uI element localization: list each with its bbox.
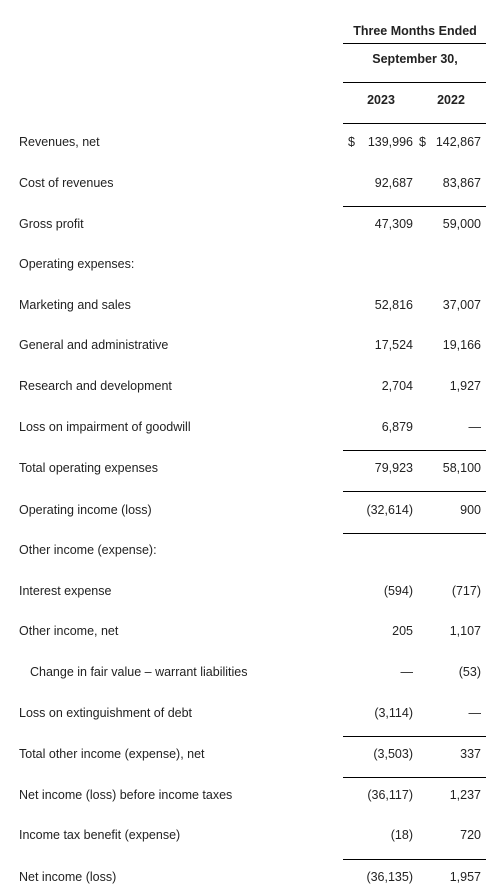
row-label: General and administrative	[19, 338, 169, 352]
row-label: Marketing and sales	[19, 298, 131, 312]
value-2023: (3,114)	[374, 706, 413, 720]
value-2023: 205	[392, 624, 413, 638]
currency-symbol: $	[348, 135, 355, 149]
value-2022: 1,237	[449, 788, 481, 802]
row-label: Interest expense	[19, 584, 112, 598]
value-2022: 900	[460, 503, 481, 517]
subtotal-rule	[343, 206, 486, 207]
value-2022: (717)	[451, 584, 481, 598]
row-label: Cost of revenues	[19, 176, 114, 190]
header-divider	[343, 123, 486, 124]
header-divider	[343, 43, 486, 44]
value-2023: (32,614)	[366, 503, 413, 517]
row-label: Operating income (loss)	[19, 503, 152, 517]
value-2022: 720	[460, 828, 481, 842]
value-2022: 59,000	[442, 217, 481, 231]
value-2022: 19,166	[442, 338, 481, 352]
subtotal-rule	[343, 533, 486, 534]
row-label: Income tax benefit (expense)	[19, 828, 181, 842]
value-2023: (36,117)	[367, 788, 413, 802]
row-label: Net income (loss)	[19, 870, 117, 884]
value-2023: (3,503)	[373, 747, 413, 761]
column-header-2023: 2023	[367, 93, 395, 107]
period-header-line2: September 30,	[372, 52, 458, 66]
row-label: Revenues, net	[19, 135, 100, 149]
header-divider	[343, 82, 486, 83]
row-label: Total operating expenses	[19, 461, 158, 475]
row-label: Change in fair value – warrant liabiliti…	[30, 665, 248, 679]
value-2023: (36,135)	[366, 870, 413, 884]
value-2023: 6,879	[381, 420, 413, 434]
value-2023: 2,704	[381, 379, 413, 393]
value-2022: —	[468, 706, 482, 720]
value-2022: 142,867	[435, 135, 481, 149]
row-label: Gross profit	[19, 217, 84, 231]
row-label: Other income, net	[19, 624, 119, 638]
currency-symbol: $	[419, 135, 426, 149]
subtotal-rule	[343, 450, 486, 451]
value-2023: 79,923	[374, 461, 413, 475]
subtotal-rule	[343, 736, 486, 737]
row-label: Loss on extinguishment of debt	[19, 706, 193, 720]
row-label: Research and development	[19, 379, 172, 393]
row-label: Net income (loss) before income taxes	[19, 788, 233, 802]
value-2022: 337	[460, 747, 481, 761]
value-2022: 1,957	[449, 870, 481, 884]
column-header-2022: 2022	[437, 93, 465, 107]
section-label: Other income (expense):	[19, 543, 157, 557]
subtotal-rule	[343, 859, 486, 860]
value-2022: 83,867	[442, 176, 481, 190]
value-2022: (53)	[458, 665, 481, 679]
period-header-line1: Three Months Ended	[353, 24, 477, 38]
value-2023: —	[400, 665, 414, 679]
value-2023: 139,996	[367, 135, 413, 149]
value-2023: 47,309	[374, 217, 413, 231]
row-label: Total other income (expense), net	[19, 747, 205, 761]
value-2023: (18)	[390, 828, 413, 842]
subtotal-rule	[343, 491, 486, 492]
row-label: Loss on impairment of goodwill	[19, 420, 191, 434]
value-2022: 37,007	[442, 298, 481, 312]
value-2023: (594)	[383, 584, 413, 598]
value-2023: 52,816	[374, 298, 413, 312]
value-2022: —	[468, 420, 482, 434]
section-label: Operating expenses:	[19, 257, 135, 271]
value-2023: 92,687	[374, 176, 413, 190]
value-2022: 1,927	[449, 379, 481, 393]
subtotal-rule	[343, 777, 486, 778]
value-2022: 1,107	[449, 624, 481, 638]
value-2022: 58,100	[442, 461, 481, 475]
value-2023: 17,524	[374, 338, 413, 352]
